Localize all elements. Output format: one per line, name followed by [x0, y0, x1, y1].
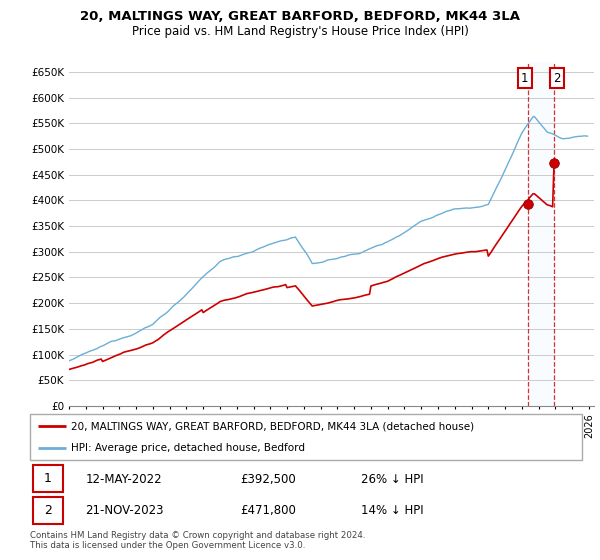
Text: 20, MALTINGS WAY, GREAT BARFORD, BEDFORD, MK44 3LA: 20, MALTINGS WAY, GREAT BARFORD, BEDFORD…	[80, 10, 520, 22]
Text: HPI: Average price, detached house, Bedford: HPI: Average price, detached house, Bedf…	[71, 444, 305, 454]
Bar	[33, 465, 63, 492]
Text: 21-NOV-2023: 21-NOV-2023	[85, 503, 164, 517]
Text: 1: 1	[521, 72, 529, 85]
Text: 26% ↓ HPI: 26% ↓ HPI	[361, 473, 424, 486]
Text: 1: 1	[44, 473, 52, 486]
Text: Price paid vs. HM Land Registry's House Price Index (HPI): Price paid vs. HM Land Registry's House …	[131, 25, 469, 38]
Bar	[33, 497, 63, 524]
Text: 20, MALTINGS WAY, GREAT BARFORD, BEDFORD, MK44 3LA (detached house): 20, MALTINGS WAY, GREAT BARFORD, BEDFORD…	[71, 421, 475, 431]
Text: 14% ↓ HPI: 14% ↓ HPI	[361, 503, 424, 517]
Text: 12-MAY-2022: 12-MAY-2022	[85, 473, 162, 486]
Bar	[528, 62, 554, 406]
Text: £392,500: £392,500	[240, 473, 296, 486]
Text: £471,800: £471,800	[240, 503, 296, 517]
Text: 2: 2	[553, 72, 561, 85]
Text: Contains HM Land Registry data © Crown copyright and database right 2024.
This d: Contains HM Land Registry data © Crown c…	[30, 531, 365, 550]
Text: 2: 2	[44, 504, 52, 517]
